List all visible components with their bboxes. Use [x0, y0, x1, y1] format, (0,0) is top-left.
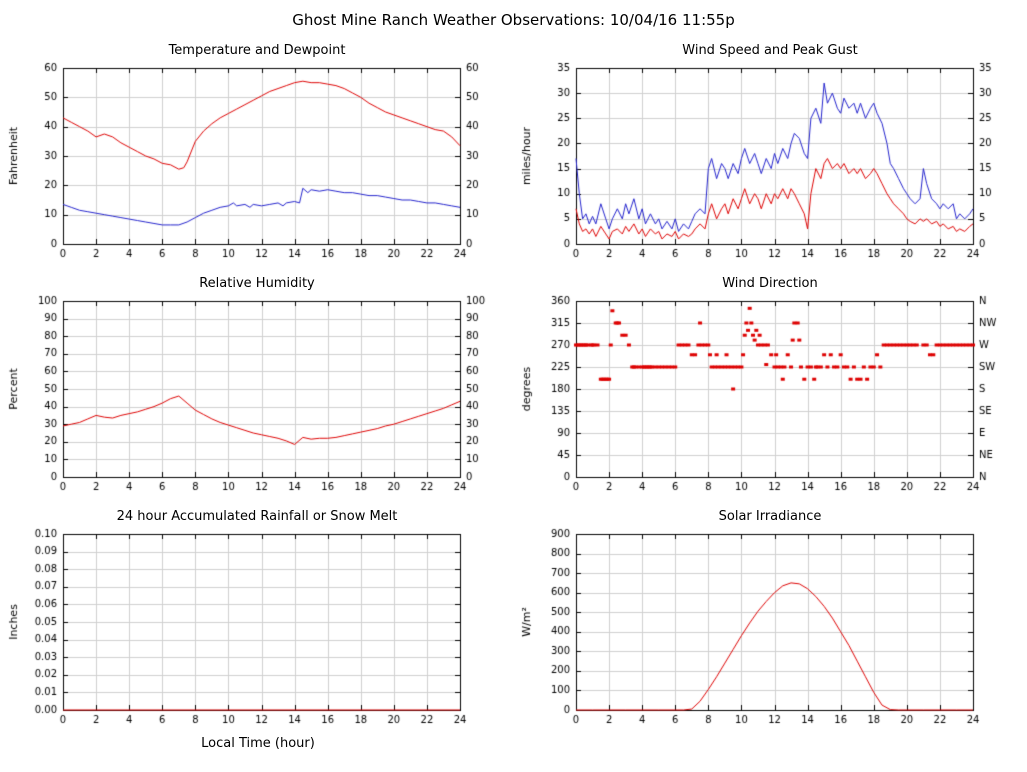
x-axis-label: Local Time (hour) — [201, 736, 315, 751]
chart-title-wind-direction: Wind Direction — [722, 276, 818, 291]
chart-relative-humidity: Relative Humidity — [0, 270, 514, 503]
chart-canvas-temperature-dewpoint — [0, 60, 506, 270]
chart-title-solar-irradiance: Solar Irradiance — [718, 509, 822, 524]
chart-rainfall: 24 hour Accumulated Rainfall or Snow Mel… — [0, 503, 514, 751]
chart-wind-direction: Wind Direction — [513, 270, 1027, 503]
chart-canvas-wind-speed-gust — [513, 60, 1019, 270]
chart-solar-irradiance: Solar Irradiance — [513, 503, 1027, 751]
chart-wind-speed-gust: Wind Speed and Peak Gust — [513, 37, 1027, 270]
chart-title-wind-speed-gust: Wind Speed and Peak Gust — [682, 43, 858, 58]
chart-title-relative-humidity: Relative Humidity — [199, 276, 315, 291]
chart-title-rainfall: 24 hour Accumulated Rainfall or Snow Mel… — [116, 509, 398, 524]
chart-title-temperature-dewpoint: Temperature and Dewpoint — [168, 43, 346, 58]
chart-canvas-rainfall — [0, 526, 506, 736]
chart-temperature-dewpoint: Temperature and Dewpoint — [0, 37, 514, 270]
page-title: Ghost Mine Ranch Weather Observations: 1… — [292, 11, 735, 29]
charts-grid: Temperature and Dewpoint Wind Speed and … — [0, 37, 1027, 751]
chart-canvas-relative-humidity — [0, 293, 506, 503]
chart-canvas-wind-direction — [513, 293, 1019, 503]
chart-canvas-solar-irradiance — [513, 526, 1019, 736]
